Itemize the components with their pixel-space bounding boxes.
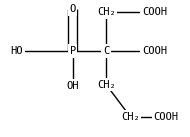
Text: P: P: [70, 46, 76, 56]
Text: CH₂: CH₂: [97, 80, 116, 90]
Text: COOH: COOH: [153, 112, 178, 122]
Text: CH₂: CH₂: [97, 7, 116, 17]
Text: COOH: COOH: [142, 46, 167, 56]
Text: COOH: COOH: [142, 7, 167, 17]
Text: OH: OH: [66, 81, 79, 91]
Text: CH₂: CH₂: [121, 112, 140, 122]
Text: O: O: [70, 4, 76, 14]
Text: C: C: [103, 46, 109, 56]
Text: HO: HO: [11, 46, 23, 56]
